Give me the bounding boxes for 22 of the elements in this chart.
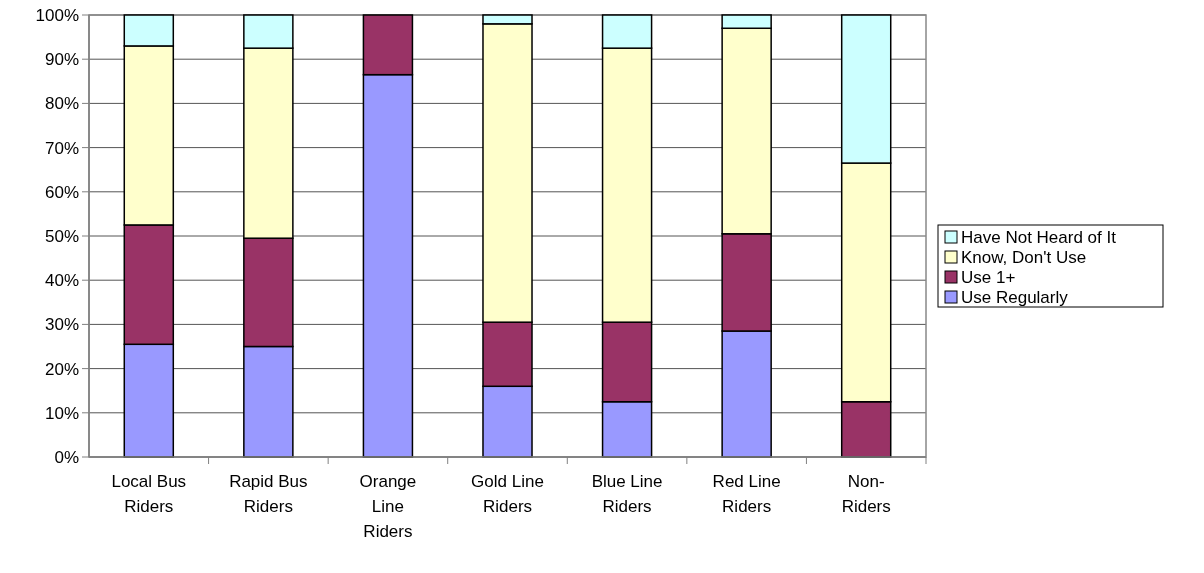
legend-label: Use Regularly	[961, 287, 1069, 307]
y-tick-label: 70%	[44, 138, 79, 158]
y-tick-label: 40%	[44, 271, 79, 291]
x-tick-label: Orange Line Riders	[359, 472, 417, 541]
y-tick-label: 50%	[44, 226, 79, 246]
x-tick-label: Rapid Bus Riders	[229, 472, 308, 516]
x-tick-label: Local Bus Riders	[111, 472, 187, 516]
y-tick-label: 90%	[44, 50, 79, 70]
y-tick-label: 0%	[54, 447, 79, 467]
y-tick-label: 20%	[44, 359, 79, 379]
x-tick-label: Blue Line Riders	[591, 472, 663, 516]
x-tick-label: Non-Riders	[841, 472, 891, 516]
y-tick-label: 60%	[44, 182, 79, 202]
x-tick-label: Gold Line Riders	[471, 472, 544, 516]
x-tick-label: Red Line Riders	[712, 472, 781, 516]
legend-label: Use 1+	[961, 267, 1016, 287]
legend-label: Have Not Heard of It	[961, 227, 1117, 247]
y-tick-label: 80%	[44, 94, 79, 114]
legend-label: Know, Don't Use	[961, 247, 1087, 267]
y-tick-label: 10%	[44, 403, 79, 423]
y-tick-label: 30%	[44, 315, 79, 335]
y-tick-label: 100%	[35, 5, 79, 25]
